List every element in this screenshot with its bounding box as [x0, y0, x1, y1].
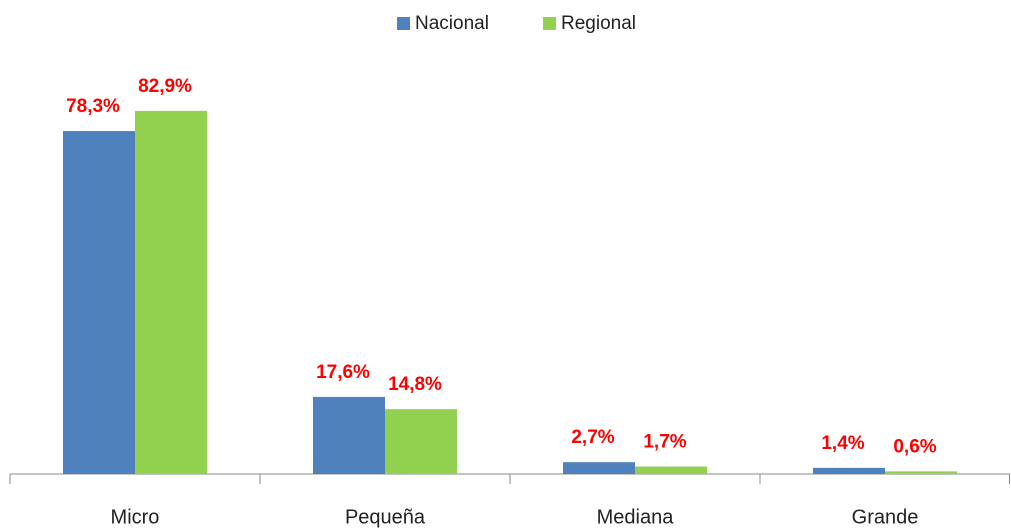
value-label: 0,6% — [893, 436, 936, 457]
bar — [63, 131, 135, 474]
bar — [135, 110, 207, 474]
x-tick-label: Grande — [852, 506, 919, 528]
value-label: 2,7% — [571, 427, 614, 448]
legend-swatch — [543, 17, 556, 30]
value-label: 1,4% — [821, 433, 864, 454]
value-label: 78,3% — [66, 96, 120, 117]
legend-swatch — [397, 17, 410, 30]
x-tick-label: Micro — [111, 506, 160, 528]
x-tick-label: Pequeña — [345, 506, 426, 528]
bar — [385, 409, 457, 474]
bar — [563, 462, 635, 474]
bar — [635, 466, 707, 474]
legend-label: Nacional — [415, 13, 489, 34]
x-tick-label: Mediana — [597, 506, 675, 528]
value-label: 82,9% — [138, 76, 192, 97]
legend-label: Regional — [561, 13, 636, 34]
bar — [313, 396, 385, 474]
value-label: 1,7% — [643, 432, 686, 453]
value-label: 14,8% — [388, 374, 442, 395]
bar — [885, 471, 957, 474]
bar — [813, 467, 885, 474]
value-label: 17,6% — [316, 362, 370, 383]
